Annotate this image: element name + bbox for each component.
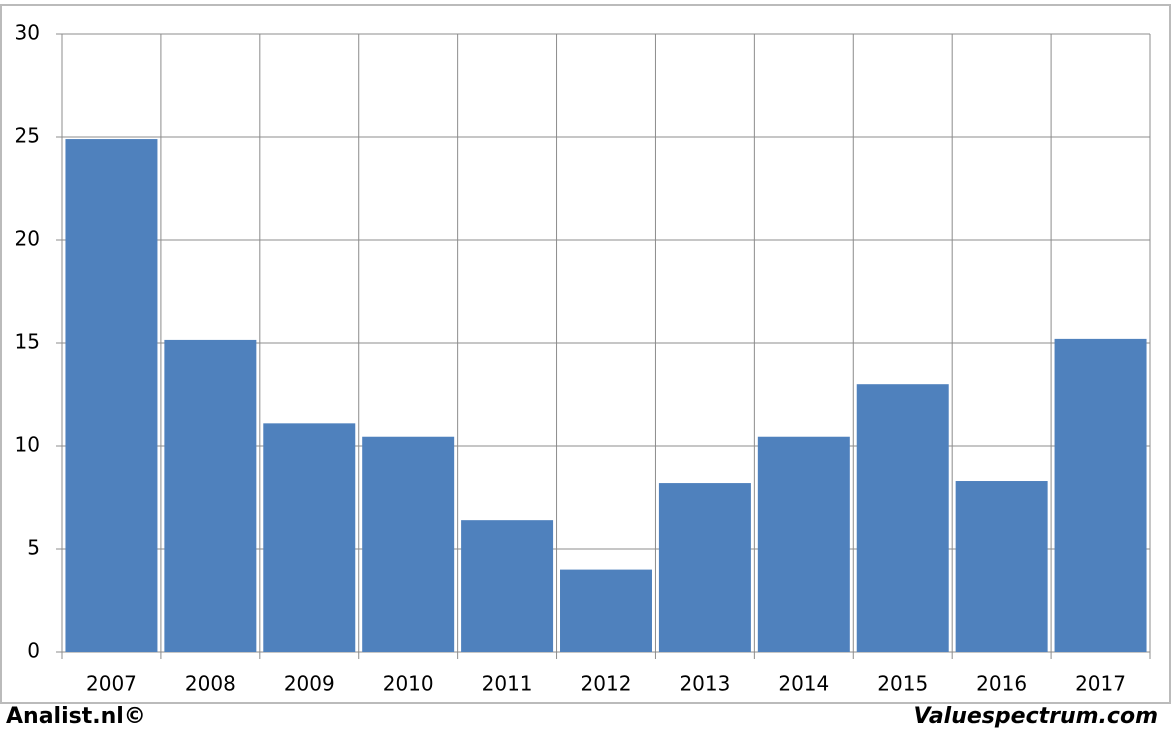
y-tick-label: 0 — [27, 639, 40, 663]
x-tick-label: 2010 — [383, 672, 434, 696]
bar — [164, 339, 257, 652]
x-tick-label: 2009 — [284, 672, 335, 696]
bar — [263, 423, 356, 652]
bar — [65, 139, 158, 652]
x-tick-label: 2015 — [877, 672, 928, 696]
y-tick-label: 30 — [15, 21, 40, 45]
y-tick-label: 20 — [15, 227, 40, 251]
y-tick-label: 10 — [15, 433, 40, 457]
x-tick-label: 2008 — [185, 672, 236, 696]
bar — [658, 483, 751, 652]
x-tick-label: 2011 — [482, 672, 533, 696]
bar — [955, 481, 1048, 652]
x-tick-label: 2016 — [976, 672, 1027, 696]
x-tick-label: 2017 — [1075, 672, 1126, 696]
x-tick-label: 2012 — [581, 672, 632, 696]
bar — [461, 520, 554, 652]
x-tick-label: 2013 — [679, 672, 730, 696]
x-tick-label: 2014 — [778, 672, 829, 696]
bar — [560, 569, 652, 652]
bar — [362, 436, 455, 652]
y-tick-label: 25 — [15, 124, 40, 148]
y-tick-label: 15 — [15, 330, 40, 354]
footer-right: Valuespectrum.com — [914, 704, 1158, 729]
bar — [1054, 338, 1147, 652]
bar — [757, 436, 850, 652]
bar — [856, 384, 949, 652]
y-tick-label: 5 — [27, 536, 40, 560]
x-tick-label: 2007 — [86, 672, 137, 696]
footer-left: Analist.nl© — [6, 704, 146, 729]
